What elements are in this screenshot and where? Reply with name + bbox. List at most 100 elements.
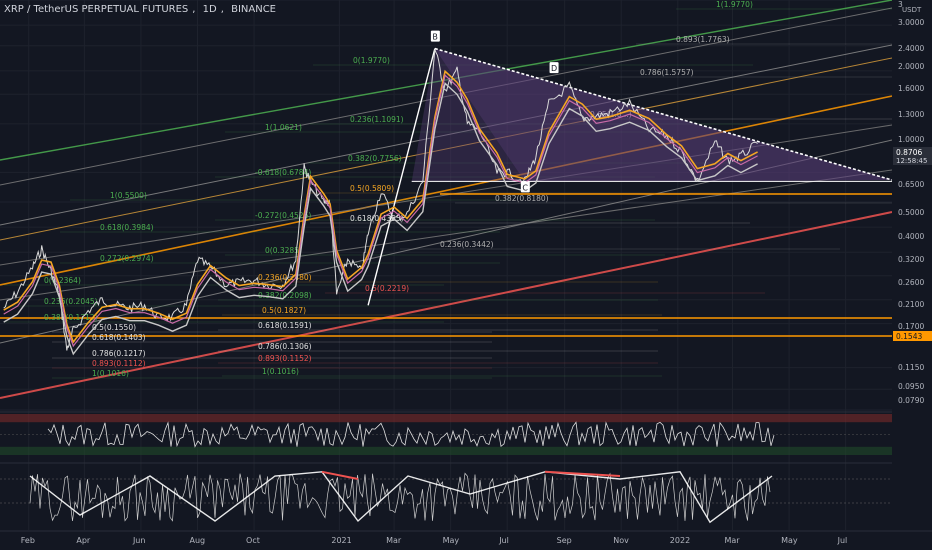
fib-label: 0.893(0.1152) — [258, 354, 312, 363]
fib-label: 0.382(0.8180) — [495, 194, 549, 203]
fib-label: 0.382(0.1712) — [44, 313, 98, 322]
price-tick: 3 — [898, 0, 903, 9]
price-tick: 2.4000 — [898, 44, 924, 53]
divergence-line — [544, 470, 621, 477]
price-series — [3, 49, 758, 356]
fib-label: 0.236(1.1091) — [350, 115, 404, 124]
time-tick: Mar — [725, 536, 741, 545]
fib-label: 0.618(0.3984) — [100, 223, 154, 232]
price-tick: 3.0000 — [898, 18, 924, 27]
point-marker-c — [520, 181, 530, 193]
fib-label: 0.272(0.2974) — [100, 254, 154, 263]
price-tick: 0.3200 — [898, 255, 924, 264]
chart-header: XRP / TetherUS PERPETUAL FUTURES, 1D, BI… — [4, 4, 276, 15]
price-tick: 0.1700 — [898, 322, 924, 331]
price-tick: 0.4000 — [898, 232, 924, 241]
point-marker-d — [549, 62, 559, 74]
time-tick: Feb — [21, 536, 35, 545]
time-tick: Aug — [190, 536, 206, 545]
fib-label: 0.5(0.5809) — [350, 184, 394, 193]
time-tick: Jul — [498, 536, 509, 545]
channel-gray — [0, 169, 893, 301]
support-badge — [893, 331, 932, 341]
channel-green — [0, 0, 893, 161]
channel-gray — [0, 44, 893, 226]
rsi-line — [47, 421, 775, 448]
oversold-band — [0, 446, 892, 455]
fib-label: 0.786(0.1217) — [92, 349, 146, 358]
price-tick: 0.2600 — [898, 278, 924, 287]
channel-lines — [0, 0, 893, 399]
exchange-label: BINANCE — [231, 4, 276, 15]
time-tick: Jul — [837, 536, 848, 545]
osc-line — [29, 472, 771, 522]
fib-label: 0(0.3285) — [265, 246, 302, 255]
fib-label: 0.382(0.7756) — [348, 154, 402, 163]
fib-label: 0.236(0.3442) — [440, 240, 494, 249]
point-label: B — [432, 33, 438, 42]
fib-label: 1(0.1016) — [262, 367, 299, 376]
channel-orange — [0, 95, 893, 286]
triangle-pattern — [367, 47, 893, 306]
fib-label: 0(1.9770) — [353, 56, 390, 65]
fib-label: 0.618(0.1403) — [92, 333, 146, 342]
axis-unit: USDT — [902, 6, 922, 14]
triangle-upper — [434, 47, 893, 181]
ma-purple — [3, 74, 758, 348]
time-tick: May — [443, 536, 460, 545]
price-tick: 0.6500 — [898, 180, 924, 189]
pattern-leg — [367, 48, 436, 306]
symbol-label[interactable]: XRP / TetherUS PERPETUAL FUTURES — [4, 4, 189, 15]
fib-label: 1(1.9770) — [716, 0, 753, 9]
time-tick: Nov — [613, 536, 629, 545]
axis-bg — [892, 0, 932, 550]
price-tick: 1.6000 — [898, 84, 924, 93]
fib-label: 0.5(0.2219) — [365, 284, 409, 293]
fib-label: 0.236(0.2045) — [44, 297, 98, 306]
fib-label: 0.618(0.4355) — [350, 214, 404, 223]
channel-gray — [0, 7, 893, 186]
price-axis[interactable]: 3 3.0000 2.4000 2.0000 1.6000 1.3000 1.0000 0.6… — [892, 0, 932, 550]
time-tick: 2022 — [670, 536, 690, 545]
fib-label: 0.618(0.1591) — [258, 321, 312, 330]
price-tick: 1.3000 — [898, 110, 924, 119]
time-tick: 2021 — [331, 536, 351, 545]
fib-label: 1(0.1016) — [92, 369, 129, 378]
fib-label: -0.618(0.6784) — [255, 168, 311, 177]
price-tick: 0.0790 — [898, 396, 924, 405]
pattern-markers: B D C — [430, 30, 559, 193]
price-tick: 0.2100 — [898, 300, 924, 309]
price-tick: 0.0950 — [898, 382, 924, 391]
overbought-band — [0, 414, 892, 423]
price-line — [3, 49, 758, 351]
time-tick: Jun — [132, 536, 146, 545]
time-tick: Mar — [386, 536, 402, 545]
point-marker-b — [430, 30, 440, 42]
current-price: 0.8706 — [896, 148, 922, 157]
price-tick: 2.0000 — [898, 62, 924, 71]
channel-gray — [0, 124, 893, 266]
fib-label: 0.786(0.1306) — [258, 342, 312, 351]
fib-levels: 0(0.2364)0.236(0.2045)0.382(0.1712)0.5(0… — [4, 0, 892, 379]
fib-label: 0(0.2364) — [44, 276, 81, 285]
point-label: C — [522, 183, 528, 192]
time-tick: Sep — [557, 536, 572, 545]
fib-label: 0.893(0.1112) — [92, 359, 146, 368]
channel-orange-thin — [0, 57, 893, 241]
divergence-line — [321, 470, 359, 480]
time-axis[interactable]: Feb Apr Jun Aug Oct 2021 Mar May Jul Sep Nov 2022 Ma… — [0, 530, 932, 545]
fib-label: 0.5(0.1827) — [262, 306, 306, 315]
support-price: 0.1543 — [896, 332, 922, 341]
triangle-fill — [411, 48, 892, 182]
interval-label[interactable]: 1D — [202, 4, 217, 15]
current-price-badge — [893, 147, 932, 165]
fib-label: 0.786(1.5757) — [640, 68, 694, 77]
price-tick: 0.1150 — [898, 363, 924, 372]
countdown: 12:58:45 — [896, 157, 927, 165]
triangle-fill — [434, 48, 892, 182]
fib-label: 0.893(1.7763) — [676, 35, 730, 44]
fib-label: 0.5(0.1550) — [92, 323, 136, 332]
price-tick: 1.0000 — [898, 135, 924, 144]
fib-label: 0.236(0.2480) — [258, 273, 312, 282]
